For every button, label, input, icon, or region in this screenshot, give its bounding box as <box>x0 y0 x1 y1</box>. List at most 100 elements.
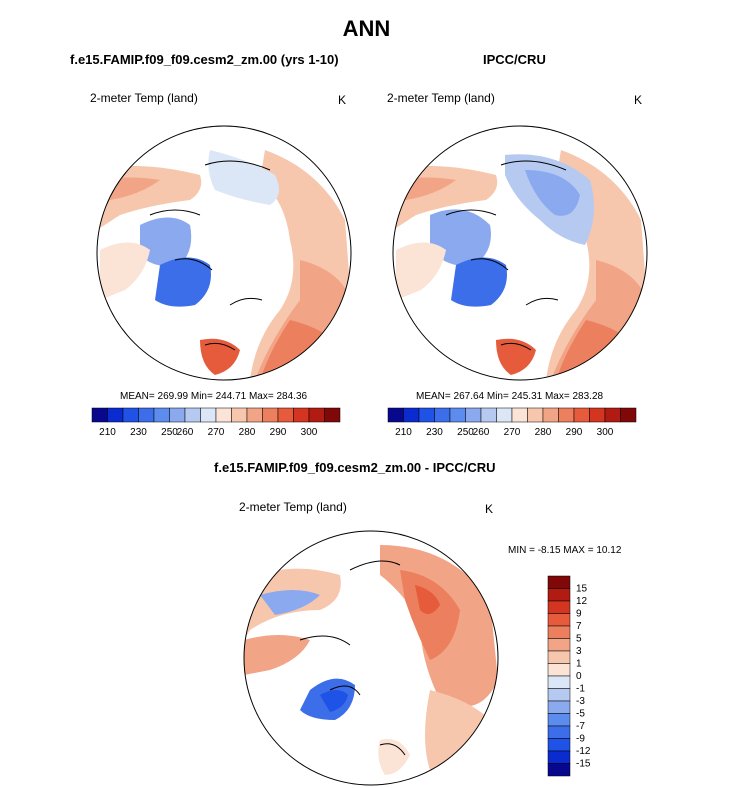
diff-colorbar-tick-label: -12 <box>576 746 591 757</box>
diff-colorbar-swatch <box>547 763 571 777</box>
panel-2-colorbar-swatch <box>511 407 528 423</box>
diff-colorbar-tick-label: 5 <box>576 634 582 645</box>
diff-colorbar-tick-label: -3 <box>576 696 585 707</box>
diff-colorbar-swatch <box>547 638 571 652</box>
panel-2-colorbar-swatch <box>418 407 435 423</box>
diff-colorbar-swatch <box>547 738 571 752</box>
panel-1-colorbar-tick-label: 250 <box>161 427 178 438</box>
panel-2-colorbar-tick-label: 300 <box>597 427 614 438</box>
panel-1-colorbar-swatch <box>246 407 263 423</box>
diff-colorbar-swatch <box>547 650 571 664</box>
panel-1-colorbar-swatch <box>184 407 201 423</box>
diff-map <box>244 531 498 785</box>
panel-2-colorbar-swatch <box>465 407 482 423</box>
panel-2-colorbar-tick-label: 250 <box>457 427 474 438</box>
diff-colorbar-swatch <box>547 575 571 589</box>
panel-1-colorbar-tick-label: 230 <box>130 427 147 438</box>
panel-2-colorbar-swatch <box>496 407 513 423</box>
panel-1-colorbar-tick-label: 270 <box>208 427 225 438</box>
panel-1-colorbar-swatch <box>262 407 279 423</box>
panel-2-colorbar-tick-label: 290 <box>566 427 583 438</box>
panel-2-colorbar-tick-label: 230 <box>426 427 443 438</box>
diff-units: K <box>485 502 494 516</box>
panel-2-colorbar-swatch <box>589 407 606 423</box>
panel-1-colorbar-tick-label: 280 <box>239 427 256 438</box>
panel-2-colorbar-swatch <box>480 407 497 423</box>
panel-1-colorbar-swatch <box>107 407 124 423</box>
diff-colorbar-swatch <box>547 675 571 689</box>
diff-colorbar-swatch <box>547 663 571 677</box>
panel-2-stats: MEAN= 267.64 Min= 245.31 Max= 283.28 <box>416 391 604 402</box>
panel-2-colorbar-tick-label: 280 <box>535 427 552 438</box>
panel-1-map-border <box>96 125 352 381</box>
panel-2-colorbar-tick-label: 270 <box>504 427 521 438</box>
panel-1-colorbar-swatch <box>324 407 341 423</box>
panel-2-units: K <box>634 93 643 107</box>
diff-colorbar-tick-label: 1 <box>576 659 582 670</box>
panel-1-colorbar-swatch <box>215 407 232 423</box>
panel-2-subtitle: IPCC/CRU <box>483 52 546 67</box>
panel-2-colorbar-swatch <box>542 407 559 423</box>
panel-2-colorbar-tick-label: 210 <box>395 427 412 438</box>
panel-2-colorbar-tick-label: 260 <box>473 427 490 438</box>
diff-colorbar-swatch <box>547 625 571 639</box>
panel-1-stats: MEAN= 269.99 Min= 244.71 Max= 284.36 <box>120 391 308 402</box>
diff-colorbar-swatch <box>547 588 571 602</box>
panel-1-colorbar-tick-label: 290 <box>270 427 287 438</box>
panel-1-colorbar-swatch <box>200 407 217 423</box>
diff-colorbar-tick-label: -15 <box>576 759 591 770</box>
diff-colorbar-swatch <box>547 700 571 714</box>
panel-1-colorbar-swatch <box>277 407 294 423</box>
diff-colorbar-swatch <box>547 600 571 614</box>
panel-2-map-border <box>392 125 648 381</box>
panel-1-colorbar-tick-label: 210 <box>99 427 116 438</box>
panel-2-colorbar-swatch <box>403 407 420 423</box>
diff-colorbar-tick-label: -1 <box>576 684 585 695</box>
panel-1-colorbar-swatch <box>293 407 310 423</box>
diff-colorbar-swatch <box>547 713 571 727</box>
diff-colorbar-tick-label: 12 <box>576 596 588 607</box>
panel-1-colorbar-swatch <box>308 407 325 423</box>
panel-2-variable: 2-meter Temp (land) <box>387 91 495 105</box>
panel-1-colorbar-swatch <box>122 407 139 423</box>
panel-2-colorbar-swatch <box>434 407 451 423</box>
panel-1-colorbar-swatch <box>231 407 248 423</box>
panel-2-colorbar-swatch <box>604 407 621 423</box>
diff-colorbar-tick-label: 3 <box>576 646 582 657</box>
panel-1-map <box>97 126 351 380</box>
diff-colorbar-swatch <box>547 613 571 627</box>
diff-colorbar-swatch <box>547 688 571 702</box>
panel-2-colorbar-swatch <box>449 407 466 423</box>
panel-1-colorbar-swatch <box>91 407 108 423</box>
panel-1-colorbar-tick-label: 300 <box>301 427 318 438</box>
diff-colorbar-tick-label: 9 <box>576 609 582 620</box>
diff-subtitle: f.e15.FAMIP.f09_f09.cesm2_zm.00 - IPCC/C… <box>214 460 496 475</box>
diff-colorbar-swatch <box>547 725 571 739</box>
diff-variable: 2-meter Temp (land) <box>239 500 347 514</box>
diff-colorbar-tick-label: 15 <box>576 584 588 595</box>
diff-map-border <box>243 530 499 786</box>
panel-2-colorbar-swatch <box>527 407 544 423</box>
panel-2-colorbar-swatch <box>620 407 637 423</box>
diff-stats: MIN = -8.15 MAX = 10.12 <box>508 545 622 556</box>
panel-2-colorbar-swatch <box>558 407 575 423</box>
panel-2-map <box>393 126 647 380</box>
diff-colorbar-tick-label: -5 <box>576 709 585 720</box>
diff-colorbar-tick-label: 7 <box>576 621 582 632</box>
diff-colorbar-tick-label: -9 <box>576 734 585 745</box>
panel-1-colorbar-swatch <box>169 407 186 423</box>
main-title: ANN <box>342 16 391 41</box>
diff-colorbar-tick-label: 0 <box>576 671 582 682</box>
panel-2-colorbar-swatch <box>387 407 404 423</box>
panel-1-colorbar-swatch <box>153 407 170 423</box>
panel-1-colorbar-tick-label: 260 <box>177 427 194 438</box>
panel-1-variable: 2-meter Temp (land) <box>90 91 198 105</box>
diff-colorbar-swatch <box>547 750 571 764</box>
panel-2-colorbar-swatch <box>573 407 590 423</box>
panel-1-units: K <box>338 93 347 107</box>
panel-1-subtitle: f.e15.FAMIP.f09_f09.cesm2_zm.00 (yrs 1-1… <box>70 52 339 67</box>
